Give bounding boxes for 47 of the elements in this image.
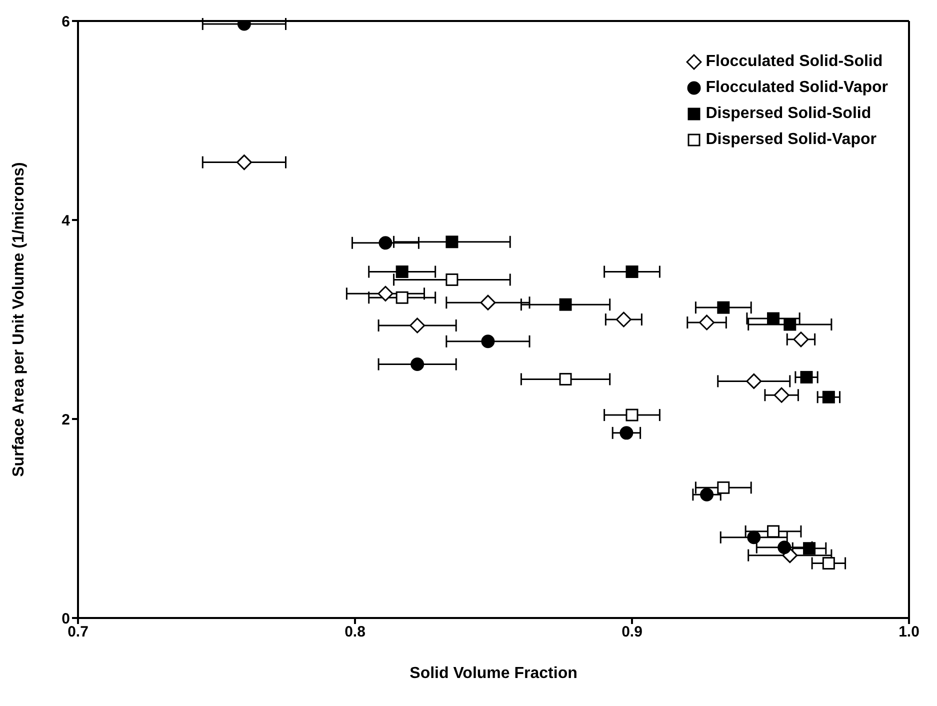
point	[803, 542, 816, 555]
point	[717, 301, 730, 314]
point	[793, 332, 809, 348]
point	[410, 358, 424, 372]
point	[378, 236, 392, 250]
point	[481, 334, 495, 348]
point	[626, 265, 638, 278]
point	[616, 312, 632, 328]
x-tick-label: 0.9	[622, 624, 642, 641]
point	[747, 530, 761, 544]
point	[410, 318, 426, 334]
legend-label: Flocculated Solid-Vapor	[706, 79, 888, 97]
point	[626, 408, 638, 422]
point	[396, 291, 408, 304]
point	[800, 370, 813, 384]
x-tick-label: 0.8	[344, 624, 366, 641]
legend-label: Dispersed Solid-Vapor	[706, 131, 876, 149]
point	[446, 273, 458, 286]
point	[480, 294, 496, 310]
point	[784, 318, 796, 331]
y-tick-label: 2	[62, 411, 70, 428]
point	[774, 387, 790, 403]
x-tick-label: 0.7	[68, 624, 88, 641]
x-axis-title: Solid Volume Fraction	[410, 665, 578, 682]
y-tick-label: 0	[62, 610, 70, 628]
point	[746, 373, 762, 389]
legend-label: Flocculated Solid-Solid	[706, 53, 883, 71]
point	[446, 236, 458, 248]
x-tick-label: 1.0	[898, 624, 920, 641]
y-tick-label: 4	[62, 212, 71, 230]
point	[778, 540, 792, 554]
point	[236, 154, 252, 170]
point	[717, 481, 730, 494]
point	[559, 298, 572, 311]
point	[767, 525, 780, 538]
point	[699, 314, 715, 330]
y-axis-title: Surface Area per Unit Volume (1/microns)	[10, 162, 28, 477]
point	[396, 265, 408, 278]
legend-label: Dispersed Solid-Solid	[706, 105, 872, 123]
point	[700, 488, 714, 502]
point	[620, 426, 634, 440]
point	[767, 312, 780, 325]
point	[822, 557, 835, 570]
point	[378, 286, 394, 302]
point	[822, 390, 835, 404]
y-tick-label: 6	[62, 13, 70, 30]
point	[559, 372, 572, 386]
